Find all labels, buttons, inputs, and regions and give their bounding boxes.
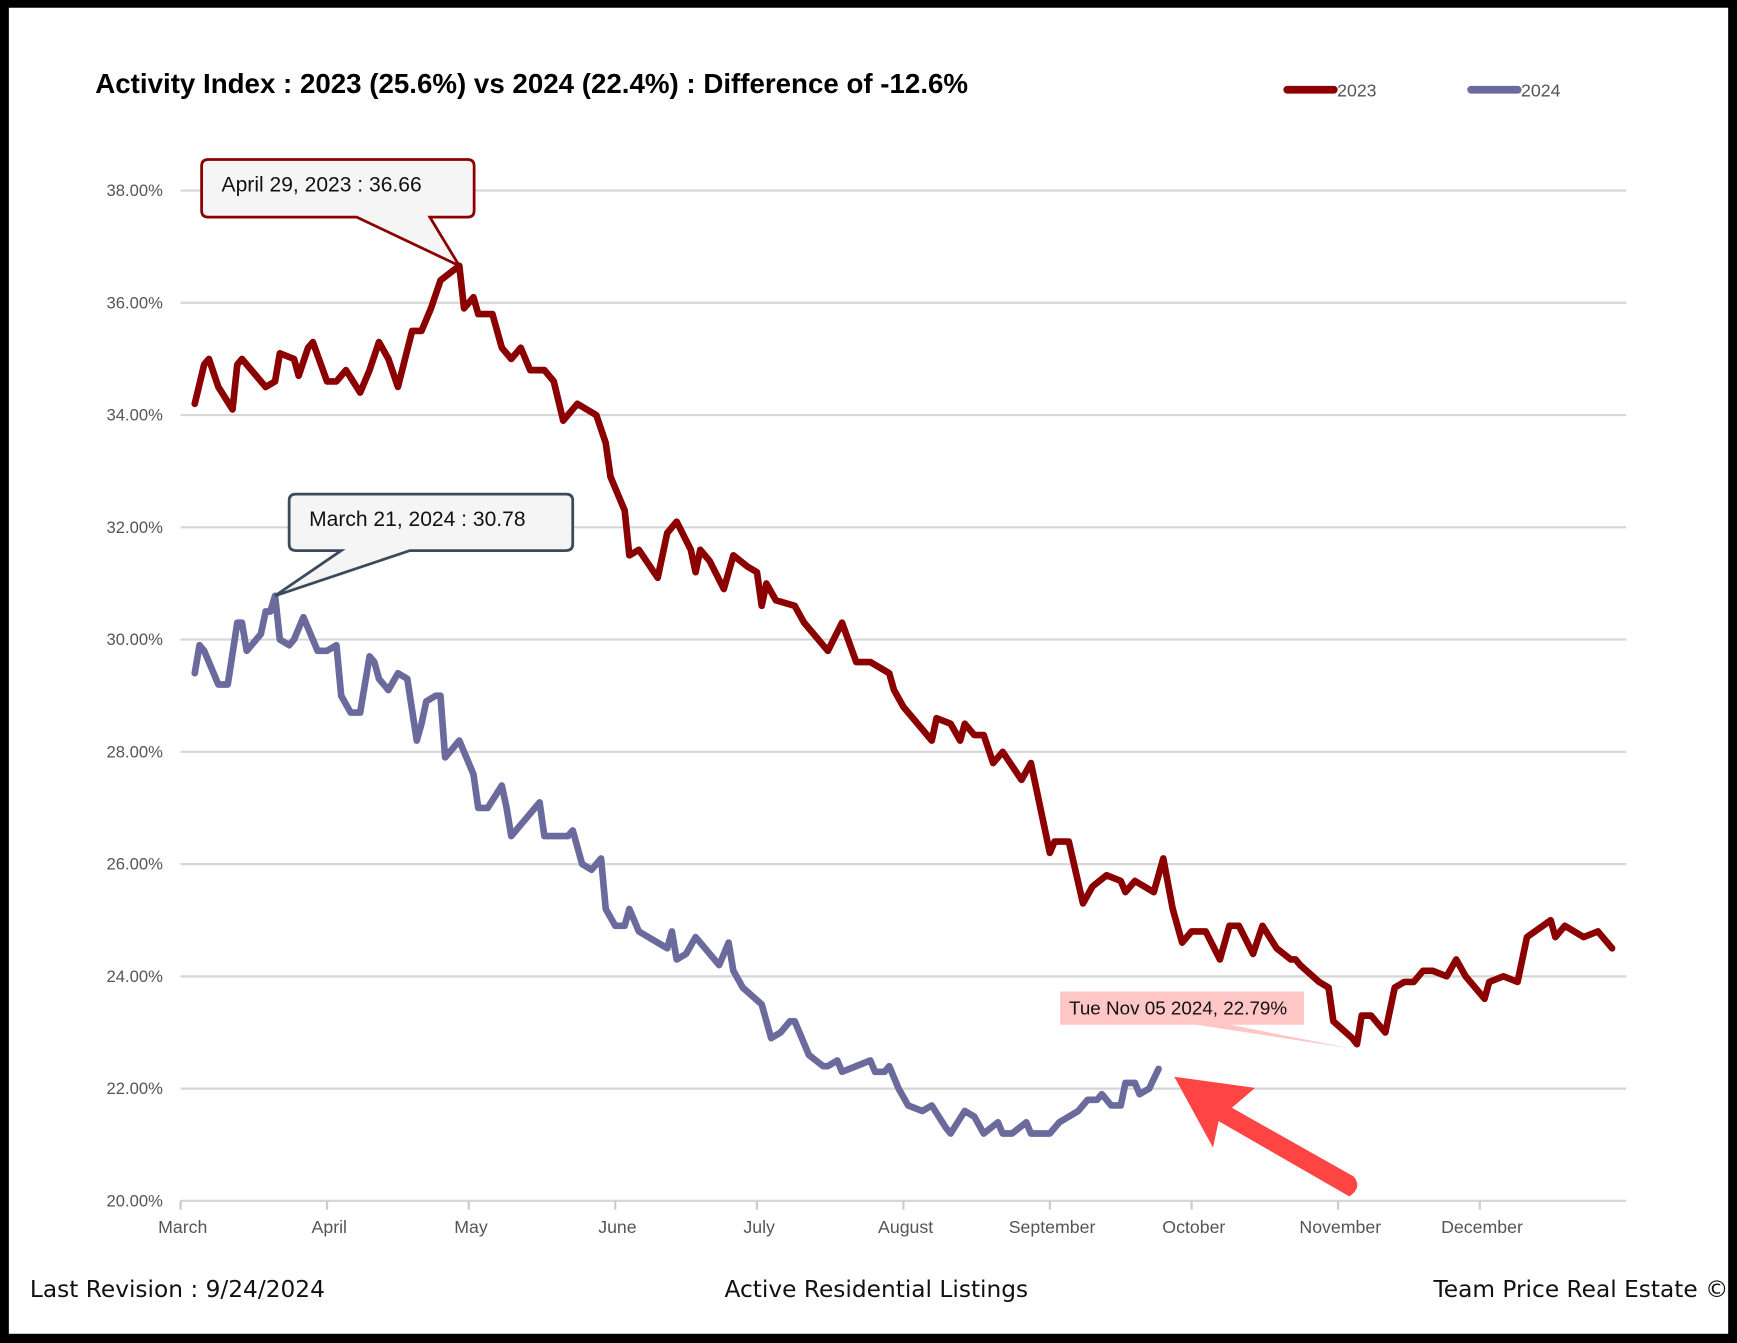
x-tick-label: April — [312, 1217, 347, 1237]
chart-panel — [8, 7, 1729, 1334]
x-tick-label: July — [743, 1217, 775, 1237]
y-tick-label: 26.00% — [107, 855, 164, 874]
legend-label-2023: 2023 — [1337, 80, 1377, 100]
footer-copyright: Team Price Real Estate © — [1433, 1276, 1729, 1303]
callout-2023-peak: April 29, 2023 : 36.66 — [221, 173, 422, 198]
callout-2024-peak: March 21, 2024 : 30.78 — [309, 508, 526, 532]
footer-last-revision: Last Revision : 9/24/2024 — [29, 1276, 325, 1303]
y-tick-label: 28.00% — [107, 742, 164, 761]
y-tick-label: 30.00% — [107, 630, 164, 649]
series-line-2024 — [191, 592, 1162, 1137]
x-tick-label: March — [158, 1217, 207, 1237]
legend-label-2024: 2024 — [1521, 80, 1561, 100]
x-tick-label: August — [878, 1217, 933, 1237]
y-tick-label: 38.00% — [107, 181, 164, 200]
hover-tooltip: Tue Nov 05 2024, 22.79% — [1069, 998, 1288, 1020]
y-tick-label: 32.00% — [107, 518, 164, 537]
series-line-2023 — [191, 262, 1616, 1048]
footer-center-label: Active Residential Listings — [724, 1276, 1029, 1303]
y-tick-label: 22.00% — [107, 1079, 164, 1098]
x-tick-label: December — [1441, 1217, 1523, 1237]
red-arrow-icon — [1174, 1076, 1358, 1197]
callout-box-2023 — [200, 158, 476, 269]
callout-box-2024 — [274, 492, 575, 598]
y-tick-label: 36.00% — [107, 293, 164, 312]
x-tick-label: October — [1162, 1217, 1225, 1237]
y-tick-label: 34.00% — [107, 406, 164, 425]
x-tick-label: June — [598, 1217, 637, 1237]
x-tick-label: September — [1009, 1217, 1096, 1237]
chart-title: Activity Index : 2023 (25.6%) vs 2024 (2… — [95, 68, 969, 100]
y-tick-label: 24.00% — [107, 967, 164, 986]
x-tick-label: May — [454, 1217, 488, 1237]
x-tick-label: November — [1299, 1217, 1381, 1237]
tooltip-box — [1060, 991, 1353, 1049]
y-tick-label: 20.00% — [107, 1191, 164, 1210]
